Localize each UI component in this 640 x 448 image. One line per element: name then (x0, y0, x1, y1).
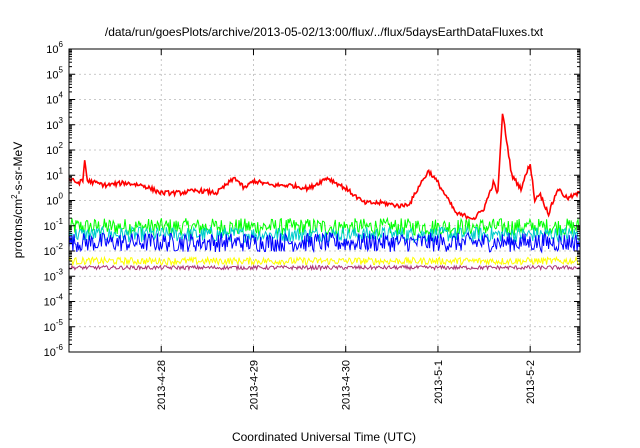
y-tick-label: 102 (46, 141, 63, 157)
y-tick-label: 10-2 (44, 242, 64, 258)
y-tick-label: 101 (46, 166, 63, 182)
y-tick-label: 10-4 (44, 293, 64, 309)
series-line-5 (68, 255, 581, 267)
y-label-post: -s-sr-MeV (11, 142, 25, 195)
grid-lines (69, 49, 580, 352)
series-line-6 (68, 263, 581, 272)
y-tick-label: 100 (46, 192, 63, 208)
x-tick-label: 2013-4-29 (248, 360, 260, 410)
y-tick-label: 106 (46, 40, 63, 56)
y-tick-label: 10-6 (44, 343, 64, 359)
y-axis-label: protons/cm2-s-sr-MeV (10, 142, 25, 258)
series-line-4 (68, 231, 581, 254)
x-tick-label: 2013-5-1 (433, 360, 445, 404)
y-label-sup: 2 (10, 194, 19, 199)
chart-title: /data/run/goesPlots/archive/2013-05-02/1… (105, 25, 544, 39)
y-label-pre: protons/cm (11, 199, 25, 258)
y-tick-label: 105 (46, 65, 63, 81)
series-line-1 (68, 113, 581, 221)
x-tick-label: 2013-5-2 (525, 360, 537, 404)
y-tick-label: 104 (46, 91, 63, 107)
x-tick-label: 2013-4-30 (341, 360, 353, 410)
series-line-2 (68, 216, 581, 238)
y-tick-label: 103 (46, 116, 63, 132)
y-tick-label: 10-1 (44, 217, 64, 233)
x-tick-label: 2013-4-28 (156, 360, 168, 410)
y-tick-label: 10-5 (44, 318, 64, 334)
x-axis-label: Coordinated Universal Time (UTC) (232, 430, 416, 444)
y-tick-label: 10-3 (44, 267, 64, 283)
axis-ticks: 106 105 104 103 102 101 100 10-1 10-2 10-3 10-4 10-… (44, 40, 580, 410)
series-layer (68, 113, 581, 272)
